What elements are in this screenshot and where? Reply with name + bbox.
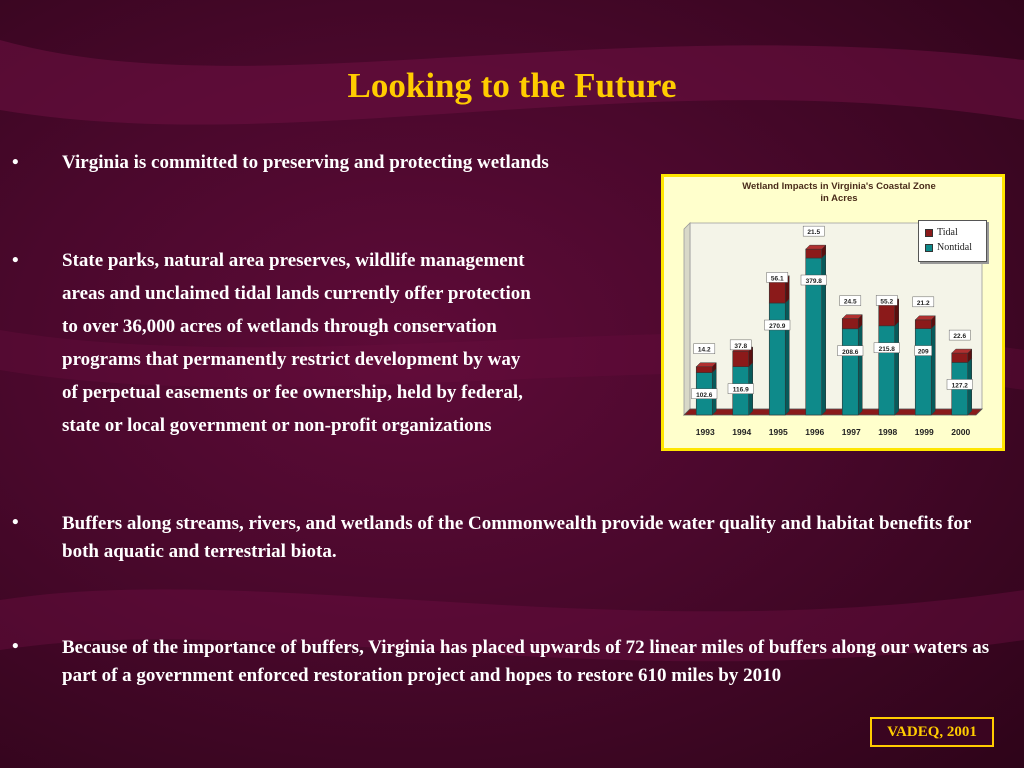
bar-tidal [878,302,896,327]
data-label-tidal-box [802,225,825,237]
data-label-tidal: 56.1 [771,275,784,282]
bullet-text: State parks, natural area preserves, wil… [62,244,531,442]
bar-top [841,314,863,319]
bar-nontidal-side [894,321,899,416]
data-label-nontidal-box [946,379,973,390]
bar-tidal [732,350,750,367]
data-label-nontidal: 208.6 [842,349,859,356]
chart-legend: Tidal Nontidal [918,220,987,262]
chart-side-wall [683,222,691,416]
bar-nontidal [768,302,786,416]
data-label-nontidal-box [873,342,900,354]
bullet-line: state or local government or non-profit … [62,415,492,436]
chart-title: Wetland Impacts in Virginia's Coastal Zo… [724,181,954,205]
legend-swatch [925,228,933,237]
data-label-nontidal-box [727,383,754,394]
bar-tidal [768,279,786,304]
data-label-nontidal-box [914,345,932,356]
data-label-tidal-box [948,329,971,341]
bar-top [951,348,973,354]
data-label-nontidal: 215.8 [879,346,896,353]
bar-tidal [951,352,969,363]
bullet-line: of perpetual easements or fee ownership,… [62,382,523,403]
data-label-tidal-box [839,295,862,306]
bar-top [805,244,827,250]
x-tick-label: 1995 [769,427,788,437]
legend-swatch [925,243,933,252]
data-label-nontidal: 270.9 [769,323,786,330]
x-tick-label: 1996 [805,427,824,437]
chart-title-line: in Acres [820,193,858,204]
source-credit: VADEQ, 2001 [870,717,994,747]
data-label-nontidal: 102.6 [696,392,713,399]
bullet-marker: • [12,250,19,271]
data-label-nontidal-box [800,274,827,286]
data-label-tidal: 24.5 [844,299,857,306]
data-label-tidal-box [729,339,752,351]
bullet-line: to over 36,000 acres of wetlands through… [62,316,497,337]
data-label-tidal-box [912,296,935,308]
data-label-tidal-box [693,343,716,354]
bullet-text: Because of the importance of buffers, Vi… [62,637,990,686]
data-label-nontidal-box [837,345,864,356]
data-label-tidal: 21.2 [917,300,930,307]
bar-nontidal [878,325,896,416]
x-tick-label: 2000 [951,427,970,437]
legend-item-tidal: Tidal [925,227,958,239]
data-label-tidal-box [875,295,898,306]
bar-tidal [841,318,859,330]
bullet-marker: • [12,636,19,657]
x-tick-label: 1999 [915,427,934,437]
x-tick-label: 1994 [732,427,751,437]
bar-nontidal [914,328,932,416]
bar-nontidal-side [931,324,936,416]
data-label-tidal: 55.2 [880,298,893,305]
legend-label: Tidal [937,227,958,238]
data-label-tidal-box [766,272,789,283]
bullet-line: programs that permanently restrict devel… [62,349,521,370]
chart-canvas: 102.6 14.2 1993 116.9 37.8 1994 270.9 56.1 1995 3… [683,222,983,437]
x-tick-label: 1997 [842,427,861,437]
data-label-tidal: 21.5 [807,229,820,236]
data-label-nontidal: 127.2 [952,382,969,389]
bar-nontidal-side [785,298,790,416]
bar-nontidal [841,328,859,416]
bullet-line: State parks, natural area preserves, wil… [62,250,525,271]
data-label-tidal: 37.8 [734,343,747,350]
bar-tidal [914,319,932,329]
bar-nontidal-side [858,324,863,416]
chart-floor [683,408,983,416]
bar-tidal [695,366,713,373]
wetland-impacts-chart: 102.6 14.2 1993 116.9 37.8 1994 270.9 56.1 1995 3… [661,174,1005,451]
bullet-line: areas and unclaimed tidal lands currentl… [62,283,531,304]
data-label-nontidal: 379.8 [806,278,823,285]
bullet-marker: • [12,152,19,173]
legend-item-nontidal: Nontidal [925,242,972,254]
chart-title-line: Wetland Impacts in Virginia's Coastal Zo… [742,181,936,192]
data-label-nontidal: 209 [918,349,929,356]
data-label-nontidal-box [691,388,718,399]
bullet-text: Virginia is committed to preserving and … [62,152,549,173]
x-tick-label: 1993 [696,427,715,437]
data-label-tidal: 14.2 [698,347,711,354]
slide-title: Looking to the Future [347,66,677,105]
data-label-tidal: 22.6 [953,333,966,340]
bullet-marker: • [12,512,19,533]
legend-label: Nontidal [937,242,972,253]
x-tick-label: 1998 [878,427,897,437]
data-label-nontidal-box [764,319,791,331]
bullet-text: Buffers along streams, rivers, and wetla… [62,513,972,562]
bar-top [914,315,936,321]
bar-top [695,362,717,367]
bar-tidal [805,248,823,259]
data-label-nontidal: 116.9 [733,387,749,394]
